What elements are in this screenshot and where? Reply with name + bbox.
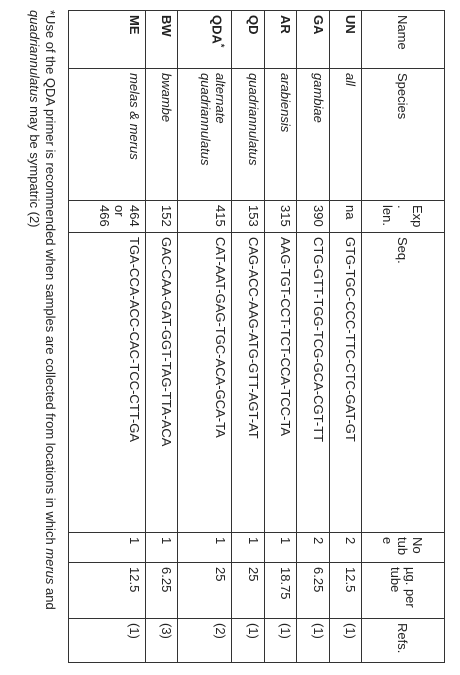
name-cell: QD [231, 10, 265, 69]
footnote-marker: * [216, 43, 227, 48]
value-cell: 153 [231, 200, 265, 233]
name-text: GA [310, 15, 326, 35]
name-text: BW [158, 15, 174, 37]
table-row: UN all na GTG-TGC-CCC-TTC-CTC-GAT-GT 2 12.5 (1… [329, 10, 362, 663]
table-row: BW bwambe 152 GAC-CAA-GAT-GGT-TAG-TTA-ACA 1 6… [145, 10, 178, 663]
table-row: ME melas & merus 464 or 466 TGA-CCA-ACC-CAC… [68, 10, 146, 663]
name-cell: QDA* [177, 10, 232, 69]
footnote: *Use of the QDA primer is recommended wh… [26, 10, 58, 665]
value-cell: 25 [231, 562, 265, 619]
value-cell: (1) [264, 618, 297, 663]
name-cell: GA [296, 10, 330, 69]
name-text: UN [343, 15, 358, 34]
table-row: GA gambiae 390 CTG-GTT-TGG-TCG-GCA-CGT-TT 2 6… [296, 10, 330, 663]
species-cell: quadriannulatus [231, 68, 265, 201]
seq-cell: CAT-AAT-GAG-TGC-ACA-GCA-TA [177, 232, 232, 533]
header-cell: Seq. [361, 232, 445, 533]
species-cell: bwambe [145, 68, 178, 201]
name-text: QDA [210, 15, 226, 44]
value-cell: 2 [296, 532, 330, 563]
footnote-text: *Use of the QDA primer is recommended wh… [43, 10, 58, 549]
table-row: QD quadriannulatus 153 CAG-ACC-AAG-ATG-GTT-… [231, 10, 265, 663]
value-cell: 152 [145, 200, 178, 233]
value-cell: 464 or 466 [68, 200, 146, 233]
name-cell: ME [68, 10, 146, 69]
value-cell: 6.25 [296, 562, 330, 619]
seq-cell: AAG-TGT-CCT-TCT-CCA-TCC-TA [264, 232, 297, 533]
table-body: Name Species Exp. len. Seq. No tube µg. per t… [68, 10, 445, 663]
value-cell: (1) [329, 618, 362, 663]
name-text: QD [245, 15, 261, 35]
header-row: Name Species Exp. len. Seq. No tube µg. per t… [361, 10, 445, 663]
value-cell: 2 [329, 532, 362, 563]
header-cell: No tube [361, 532, 445, 563]
header-cell: Species [361, 68, 445, 201]
value-cell: (1) [68, 618, 146, 663]
name-text: AR [278, 15, 294, 34]
name-cell: UN [329, 10, 362, 69]
value-cell: 12.5 [68, 562, 146, 619]
species-cell: alternate quadriannulatus [177, 68, 232, 201]
species-cell: gambiae [296, 68, 330, 201]
value-cell: 1 [145, 532, 178, 563]
value-cell: 1 [177, 532, 232, 563]
footnote-text: quadriannulatus [27, 10, 42, 103]
footnote-text: and [43, 584, 58, 610]
value-cell: 1 [264, 532, 297, 563]
table-row: AR arabiensis 315 AAG-TGT-CCT-TCT-CCA-TCC-T… [264, 10, 297, 663]
value-cell: 1 [68, 532, 146, 563]
seq-cell: CTG-GTT-TGG-TCG-GCA-CGT-TT [296, 232, 330, 533]
value-cell: (3) [145, 618, 178, 663]
value-cell: 12.5 [329, 562, 362, 619]
header-cell: Name [361, 10, 445, 69]
name-cell: AR [264, 10, 297, 69]
value-cell: 415 [177, 200, 232, 233]
value-cell: 6.25 [145, 562, 178, 619]
name-text: ME [126, 15, 142, 35]
value-cell: 18.75 [264, 562, 297, 619]
value-cell: (1) [231, 618, 265, 663]
seq-cell: GAC-CAA-GAT-GGT-TAG-TTA-ACA [145, 232, 178, 533]
value-cell: 25 [177, 562, 232, 619]
footnote-text: merus [43, 548, 58, 585]
seq-cell: CAG-ACC-AAG-ATG-GTT-AGT-AT [231, 232, 265, 533]
table-row: QDA* alternate quadriannulatus 415 CAT-AAT-… [177, 10, 232, 663]
seq-cell: GTG-TGC-CCC-TTC-CTC-GAT-GT [329, 232, 362, 533]
value-cell: 390 [296, 200, 330, 233]
header-cell: Exp. len. [361, 200, 445, 233]
seq-cell: TGA-CCA-ACC-CAC-TCC-CTT-GA [68, 232, 146, 533]
value-cell: (2) [177, 618, 232, 663]
species-cell: melas & merus [68, 68, 146, 201]
value-cell: 1 [231, 532, 265, 563]
value-cell: na [329, 200, 362, 233]
name-cell: BW [145, 10, 178, 69]
primer-table: Name Species Exp. len. Seq. No tube µg. per t… [68, 10, 445, 663]
footnote-text: may be sympatric (2) [27, 102, 42, 228]
header-cell: µg. per tube [361, 562, 445, 619]
value-cell: (1) [296, 618, 330, 663]
value-cell: 315 [264, 200, 297, 233]
header-cell: Refs. [361, 618, 445, 663]
species-cell: arabiensis [264, 68, 297, 201]
species-cell: all [329, 68, 362, 201]
